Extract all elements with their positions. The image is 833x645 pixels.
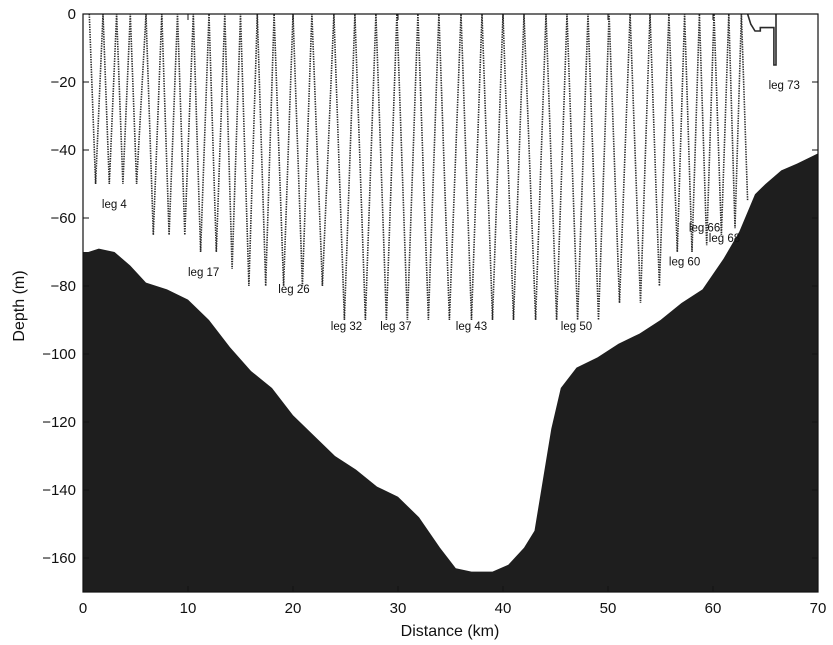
x-tick-label: 50 [600, 600, 617, 617]
x-tick-label: 60 [705, 600, 722, 617]
leg-label: leg 37 [380, 321, 411, 333]
y-tick-label: −80 [51, 278, 76, 295]
leg-label: leg 73 [769, 80, 800, 92]
leg-label: leg 43 [456, 321, 487, 333]
y-tick-label: −120 [42, 414, 76, 431]
x-tick-label: 10 [180, 600, 197, 617]
plot-area: leg 4 leg 17 leg 26 leg 32 leg 37 leg 43 leg 5… [82, 13, 819, 593]
leg-label: leg 50 [561, 321, 592, 333]
y-tick-label: −40 [51, 142, 76, 159]
y-axis-ticks: 0 −20 −40 −60 −80 −100 −120 −140 −160 [42, 6, 818, 567]
y-tick-label: −140 [42, 482, 76, 499]
surface-track-line [746, 13, 777, 66]
leg-label: leg 26 [278, 284, 309, 296]
x-tick-label: 0 [79, 600, 87, 617]
x-tick-label: 20 [285, 600, 302, 617]
leg-label: leg 32 [331, 321, 362, 333]
y-axis-label: Depth (m) [11, 270, 28, 341]
leg-label: leg 17 [188, 267, 219, 279]
y-tick-label: −100 [42, 346, 76, 363]
x-tick-label: 40 [495, 600, 512, 617]
x-tick-label: 70 [810, 600, 827, 617]
leg-label: leg 68 [709, 233, 740, 245]
leg-label: leg 66 [689, 223, 720, 235]
leg-label: leg 60 [669, 257, 700, 269]
axes-frame [82, 13, 819, 593]
y-tick-label: −160 [42, 550, 76, 567]
glider-track-line [88, 13, 749, 321]
x-axis-ticks: 0 10 20 30 40 50 60 70 [79, 14, 827, 617]
y-tick-label: −20 [51, 74, 76, 91]
seabed-area [83, 153, 818, 592]
y-tick-label: −60 [51, 210, 76, 227]
x-axis-label: Distance (km) [401, 623, 500, 640]
x-tick-label: 30 [390, 600, 407, 617]
leg-label: leg 4 [102, 199, 128, 211]
y-tick-label: 0 [68, 6, 76, 23]
